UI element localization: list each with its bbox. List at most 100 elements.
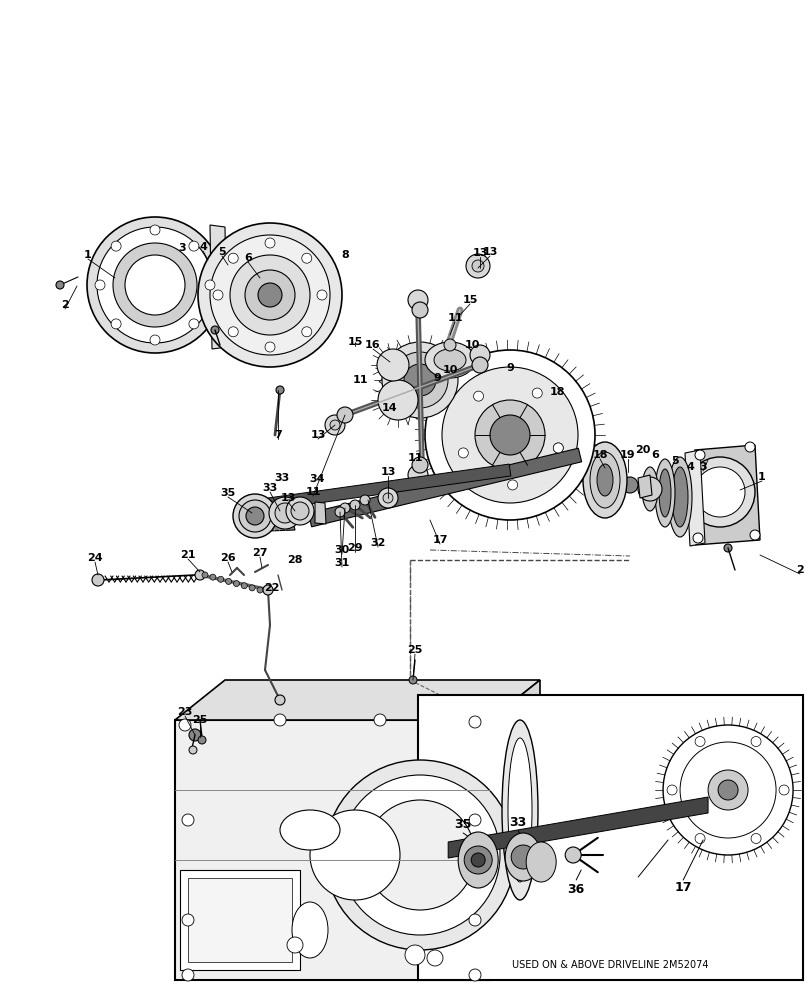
Circle shape [258,283,281,307]
Text: 25: 25 [407,645,423,655]
Text: 33: 33 [274,473,290,483]
Polygon shape [315,502,325,524]
Text: 13: 13 [472,248,487,258]
Circle shape [178,719,191,731]
Text: 13: 13 [380,467,395,477]
Circle shape [233,494,277,538]
Circle shape [182,814,194,826]
Circle shape [340,503,350,513]
Text: 2: 2 [795,565,803,575]
Circle shape [210,235,329,355]
Circle shape [427,950,443,966]
Text: 27: 27 [252,548,268,558]
Text: 33: 33 [262,483,277,493]
Circle shape [204,280,215,290]
Circle shape [275,695,285,705]
Circle shape [56,281,64,289]
Text: 36: 36 [567,883,584,896]
Circle shape [302,253,311,263]
Circle shape [87,217,223,353]
Circle shape [744,442,754,452]
Circle shape [471,357,487,373]
Circle shape [195,570,204,580]
Circle shape [663,725,792,855]
Ellipse shape [642,467,657,511]
Text: 11: 11 [407,453,423,463]
Circle shape [198,223,341,367]
Text: 21: 21 [180,550,195,560]
Circle shape [694,467,744,517]
Polygon shape [684,450,704,546]
Ellipse shape [242,259,253,311]
Polygon shape [448,797,707,858]
Text: 17: 17 [431,535,447,545]
Text: 9: 9 [432,373,440,383]
Circle shape [411,457,427,473]
Circle shape [212,290,223,300]
Circle shape [750,833,760,843]
Circle shape [217,576,224,582]
Circle shape [694,833,704,843]
Circle shape [469,716,480,728]
Circle shape [365,800,474,910]
Circle shape [241,583,247,589]
Circle shape [667,785,676,795]
Circle shape [392,352,448,408]
Text: 26: 26 [220,553,235,563]
Text: 1: 1 [84,250,92,260]
Circle shape [378,488,397,508]
Circle shape [150,335,160,345]
Text: 10: 10 [442,365,457,375]
Polygon shape [489,680,539,980]
Text: 28: 28 [287,555,303,565]
Circle shape [474,400,544,470]
Text: 31: 31 [334,558,350,568]
Circle shape [263,585,272,595]
Circle shape [489,415,530,455]
Circle shape [359,495,370,505]
Circle shape [189,319,199,329]
Polygon shape [308,448,581,527]
Circle shape [189,241,199,251]
Text: 23: 23 [177,707,192,717]
Text: 5: 5 [671,456,678,466]
Ellipse shape [424,342,474,378]
Circle shape [209,574,216,580]
Circle shape [302,327,311,337]
Circle shape [407,290,427,310]
Text: 10: 10 [464,340,479,350]
Circle shape [264,238,275,248]
Circle shape [273,714,285,726]
Circle shape [290,502,309,520]
Text: 6: 6 [244,253,251,263]
Text: 32: 32 [370,538,385,548]
Circle shape [469,814,480,826]
Text: 3: 3 [178,243,186,253]
Text: 9: 9 [505,363,513,373]
Circle shape [198,736,206,744]
Circle shape [750,737,760,747]
Circle shape [464,846,491,874]
Ellipse shape [672,467,687,527]
Circle shape [125,255,185,315]
Ellipse shape [667,457,691,537]
Circle shape [470,853,485,867]
Circle shape [511,845,534,869]
Circle shape [409,676,417,684]
Circle shape [457,448,468,458]
Text: 13: 13 [280,493,295,503]
Bar [418,695,802,980]
Ellipse shape [225,243,245,327]
Circle shape [469,969,480,981]
Circle shape [684,457,754,527]
Circle shape [92,574,104,586]
Circle shape [95,280,105,290]
Circle shape [692,533,702,543]
Text: 15: 15 [461,295,477,305]
Circle shape [233,581,239,587]
Circle shape [245,270,294,320]
Circle shape [471,260,483,272]
Text: 15: 15 [347,337,363,347]
Circle shape [444,339,456,351]
Circle shape [637,477,661,501]
